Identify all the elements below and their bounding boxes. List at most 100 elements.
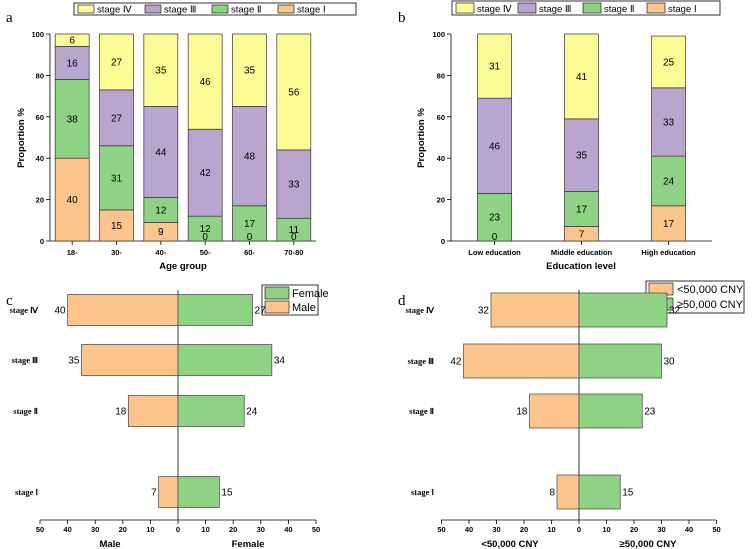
bar-left-stage [81, 344, 179, 376]
bar-segment-18-stage-4 [54, 33, 90, 47]
bar-segment-40-stage-2 [143, 197, 179, 223]
bar-segment-60-stage-2 [232, 205, 267, 242]
bar-segment-40-stage-4 [143, 33, 179, 107]
bar-segment-70-80-stage-4 [276, 33, 312, 151]
bar-segment-30-stage-4 [99, 33, 134, 91]
x-tick-label: 50 [36, 525, 44, 534]
y-categories-c: stage Ⅳ stage Ⅲ stage Ⅱ stage Ⅰ [10, 305, 40, 497]
data-label: 6 [69, 36, 75, 47]
y-tick-label: 60 [36, 113, 44, 122]
bar-left-stage [127, 395, 179, 427]
data-label: 44 [155, 147, 167, 158]
bar-right-stage [578, 292, 668, 328]
bar-left-stage [67, 294, 179, 326]
data-label: 17 [244, 219, 256, 230]
data-label-left: 8 [549, 488, 555, 499]
category-label: stage Ⅰ [411, 487, 434, 497]
bar-segment-low-education-stage-4 [477, 33, 512, 99]
x-tick-label: 50 [712, 525, 720, 534]
panel-d: d <50,000 CNY ≥50,000 CNY <50,000 CNY ≥5… [398, 280, 745, 549]
y-tick-label: 20 [36, 196, 44, 205]
data-label: 40 [67, 195, 79, 206]
x-categories-a: 18- 30- 40- 50- 60- 70-80 [67, 241, 303, 257]
panel-letter-a: a [6, 10, 13, 26]
data-labels-c: 40 27 35 34 18 24 7 15 [54, 306, 285, 499]
bars-d [463, 292, 668, 510]
x-tick-label: 50 [312, 525, 320, 534]
bar-segment-18-stage-1 [54, 157, 90, 242]
y-ticks-a: 0 20 40 60 80 100 [31, 30, 50, 246]
data-label-left: 32 [478, 306, 490, 317]
bar-right-stage [578, 393, 643, 429]
data-label: 27 [111, 113, 123, 124]
x-tick-label: 30 [492, 525, 500, 534]
y-tick-label: 0 [40, 237, 44, 246]
legend-a: stage Ⅳ stage Ⅲ stage Ⅱ stage Ⅰ [73, 2, 357, 16]
legend-a-swatch-stage-iii [144, 4, 162, 14]
x-category-label: 70-80 [284, 248, 303, 257]
panel-c: c Female Male Male Female 50 40 30 20 10 0 10 2… [6, 284, 329, 549]
legend-b: stage Ⅳ stage Ⅲ stage Ⅱ stage Ⅰ [451, 0, 721, 16]
legend-b-label-stage-iv: stage Ⅳ [477, 4, 513, 15]
x-category-label: 30- [111, 248, 122, 257]
x-category-label: 18- [67, 248, 78, 257]
data-label: 42 [200, 168, 212, 179]
data-label-right: 15 [622, 488, 634, 499]
x-tick-label: 30 [657, 525, 665, 534]
bar-segment-50-stage-3 [187, 128, 223, 217]
data-label: 46 [200, 77, 212, 88]
x-category-label: High education [641, 248, 696, 257]
data-label: 12 [155, 205, 167, 216]
x-ticks-c: 50 40 30 20 10 0 10 20 30 40 50 [36, 520, 320, 534]
bar-segment-60-stage-4 [232, 33, 267, 107]
category-label: stage Ⅳ [406, 305, 436, 315]
data-labels-b: 0 23 46 31 7 17 35 41 17 24 33 25 [489, 57, 675, 243]
bar-segment-middle-education-stage-2 [564, 190, 599, 227]
legend-a-swatch-stage-iv [77, 4, 95, 14]
bar-segment-low-education-stage-3 [477, 97, 512, 194]
bar-segment-low-education-stage-2 [477, 193, 512, 242]
data-label-left: 18 [516, 407, 528, 418]
legend-b-label-stage-i: stage Ⅰ [668, 4, 697, 15]
data-label: 15 [111, 221, 123, 232]
legend-a-label-stage-i: stage Ⅰ [297, 5, 326, 16]
bar-left-stage [490, 292, 580, 328]
data-label-right: 30 [664, 357, 676, 368]
bar-right-stage [578, 474, 621, 510]
legend-b-swatch-stage-iv [455, 2, 475, 14]
data-label: 7 [579, 229, 585, 240]
x-tick-label: 30 [257, 525, 265, 534]
data-label: 16 [67, 58, 79, 69]
bar-segment-40-stage-3 [143, 106, 179, 198]
legend-b-swatch-stage-ii [582, 2, 602, 14]
data-label: 0 [291, 232, 297, 243]
category-label: stage Ⅲ [408, 356, 435, 366]
bar-segment-18-stage-2 [54, 79, 90, 159]
legend-a-swatch-stage-i [277, 4, 295, 14]
x-axis-title-right-c: Female [232, 539, 265, 549]
x-axis-title-left-d: <50,000 CNY [481, 539, 539, 549]
legend-b-swatch-stage-iii [517, 2, 537, 14]
bar-segment-high-education-stage-4 [651, 35, 686, 89]
bar-segment-high-education-stage-1 [651, 205, 686, 242]
y-ticks-b: 0 20 40 60 80 100 [432, 30, 451, 246]
x-tick-label: 0 [176, 525, 180, 534]
data-label: 25 [663, 57, 675, 68]
y-tick-label: 40 [36, 154, 44, 163]
x-tick-label: 40 [685, 525, 693, 534]
data-label: 48 [244, 152, 256, 163]
y-tick-label: 100 [31, 30, 44, 39]
y-tick-label: 20 [437, 196, 445, 205]
bar-segment-18-stage-3 [54, 46, 90, 80]
bar-left-stage [158, 476, 179, 508]
data-label: 9 [158, 227, 164, 238]
panel-letter-c: c [6, 293, 13, 309]
data-label: 17 [663, 219, 675, 230]
bar-segment-high-education-stage-2 [651, 155, 686, 207]
data-label: 35 [576, 151, 588, 162]
x-axis-title-b: Education level [546, 261, 616, 272]
x-tick-label: 20 [520, 525, 528, 534]
x-axis-title-left-c: Male [99, 539, 120, 549]
data-label-left: 42 [450, 357, 462, 368]
